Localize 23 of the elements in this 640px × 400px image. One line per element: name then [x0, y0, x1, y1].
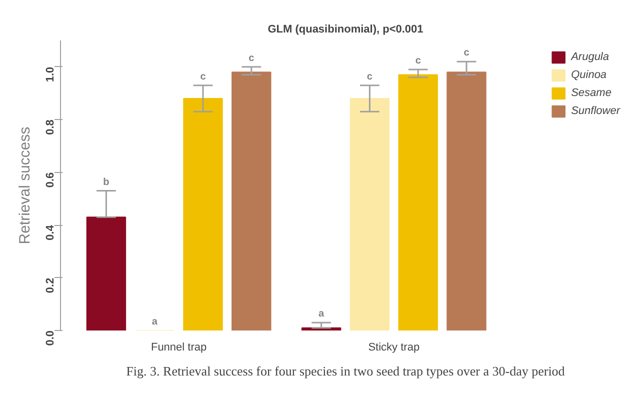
caption: Fig. 3. Retrieval success for four species in two seed trap types over a 30-day period	[126, 364, 566, 378]
chart-title: GLM (quasibinomial), p<0.001	[268, 24, 424, 36]
y-tick-label: 0.0	[44, 330, 56, 346]
y-tick-label: 0.4	[44, 224, 56, 240]
annotation: b	[103, 176, 110, 188]
legend-label: Arugula	[571, 51, 609, 63]
y-tick-label: 0.6	[44, 172, 56, 188]
x-tick-label: Funnel trap	[150, 342, 207, 354]
y-tick-label: 1.0	[44, 66, 56, 82]
annotation: c	[366, 71, 373, 82]
annotation: c	[200, 71, 206, 82]
annotation: c	[248, 52, 255, 64]
annotation: a	[318, 308, 325, 320]
x-tick-label: Sticky trap	[368, 342, 420, 354]
y-axis-title: Retrieval success	[16, 126, 34, 244]
legend-label: Quinoa	[571, 69, 607, 81]
annotation: c	[464, 48, 470, 59]
y-tick-label: 0.2	[44, 278, 56, 294]
legend-label: Sunflower	[571, 105, 620, 117]
legend-label: Sesame	[571, 87, 612, 99]
y-tick-label: 0.8	[44, 120, 56, 135]
annotation: a	[152, 316, 158, 328]
annotation: c	[415, 56, 422, 66]
